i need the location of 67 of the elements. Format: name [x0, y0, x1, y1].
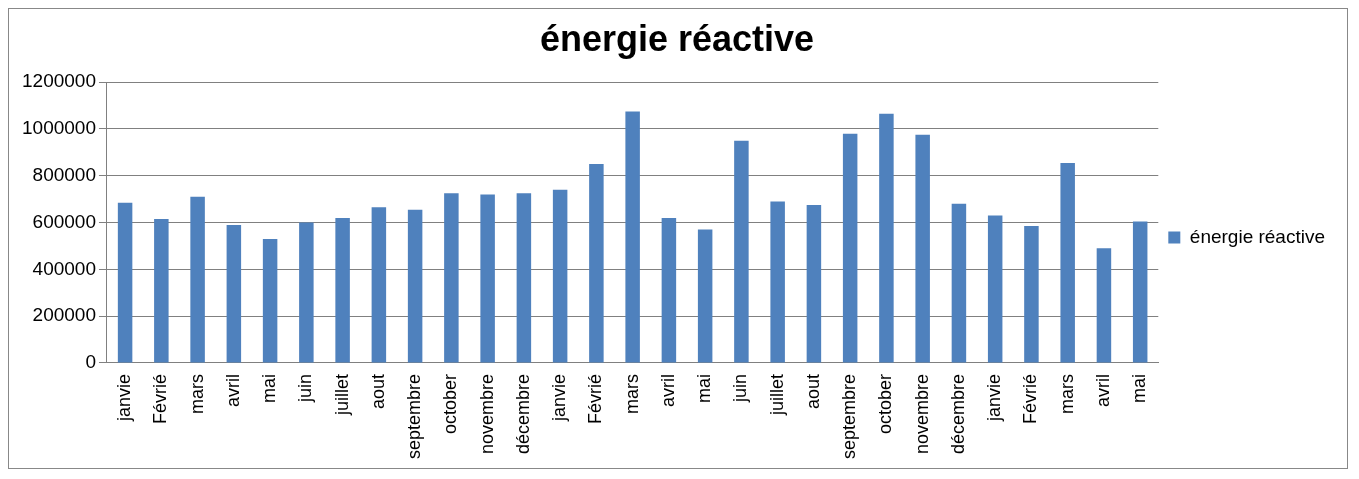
- bar: [262, 238, 278, 363]
- x-tick-label: aout: [367, 373, 388, 409]
- y-tick-label: 800000: [32, 164, 96, 186]
- x-tick-label: october: [440, 373, 461, 434]
- bar: [915, 134, 930, 363]
- bar: [1132, 221, 1148, 363]
- bar: [299, 222, 314, 363]
- bar: [1060, 162, 1075, 363]
- x-tick-label: septembre: [839, 373, 860, 459]
- bar: [625, 111, 640, 363]
- y-tick-label: 600000: [32, 210, 96, 232]
- x-tick-label: avril: [222, 373, 243, 407]
- x-tick-label: avril: [1092, 373, 1113, 407]
- bar: [552, 189, 568, 363]
- x-tick-label: mars: [186, 373, 207, 414]
- bar: [190, 196, 205, 363]
- bar: [697, 229, 713, 363]
- bar: [806, 205, 822, 363]
- x-tick-label: Févrié: [1020, 373, 1041, 424]
- x-tick-label: mai: [694, 373, 715, 403]
- bar: [407, 209, 423, 363]
- x-tick-label: janvie: [114, 373, 135, 422]
- bar: [734, 140, 749, 363]
- y-tick-label: 0: [85, 351, 96, 373]
- bar: [117, 202, 133, 363]
- bar: [516, 193, 532, 363]
- x-tick-label: novembre: [911, 373, 932, 454]
- bar: [154, 219, 169, 363]
- bar: [335, 217, 350, 363]
- y-tick-label: 200000: [32, 304, 96, 326]
- x-tick-label: Févrié: [585, 373, 606, 424]
- bar: [589, 164, 604, 363]
- x-tick-label: juillet: [766, 373, 787, 416]
- x-tick-label: décembre: [512, 373, 533, 454]
- bar: [480, 194, 495, 363]
- bar: [444, 193, 459, 363]
- x-tick-label: juin: [295, 373, 316, 403]
- x-tick-label: mai: [259, 373, 280, 403]
- x-tick-label: juin: [730, 373, 751, 403]
- x-tick-label: mai: [1129, 373, 1150, 403]
- bar: [226, 224, 242, 363]
- x-tick-label: septembre: [404, 373, 425, 459]
- x-tick-label: janvie: [549, 373, 570, 422]
- chart-title: énergie réactive: [539, 17, 815, 59]
- bar: [987, 215, 1003, 363]
- x-tick-label: mars: [1056, 373, 1077, 414]
- y-tick-label: 400000: [32, 257, 96, 279]
- bar: [770, 201, 785, 363]
- bar: [1096, 248, 1112, 363]
- bar: [879, 113, 894, 363]
- x-tick-label: décembre: [947, 373, 968, 454]
- x-tick-label: aout: [802, 373, 823, 409]
- x-tick-label: october: [875, 373, 896, 434]
- bar: [1024, 226, 1039, 363]
- x-tick-label: juillet: [331, 373, 352, 416]
- x-tick-label: mars: [621, 373, 642, 414]
- x-tick-label: janvie: [984, 373, 1005, 422]
- bar: [842, 133, 858, 363]
- y-tick-label: 1000000: [22, 117, 96, 139]
- bar: [661, 217, 677, 363]
- x-tick-label: Févrié: [150, 373, 171, 424]
- bar: [371, 207, 387, 363]
- y-tick-label: 1200000: [22, 70, 96, 92]
- bar: [951, 203, 967, 363]
- legend-label: énergie réactive: [1189, 225, 1326, 247]
- x-tick-label: novembre: [476, 373, 497, 454]
- x-tick-label: avril: [657, 373, 678, 407]
